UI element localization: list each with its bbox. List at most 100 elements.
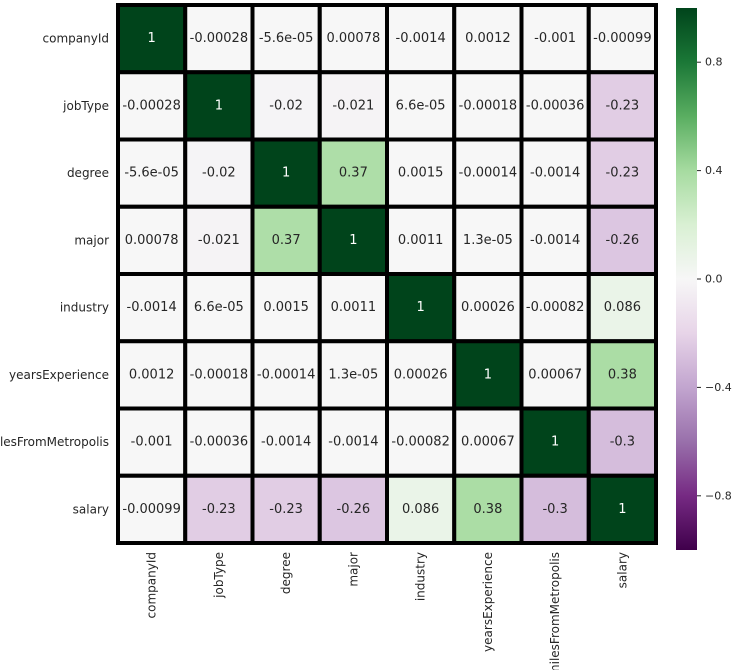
heatmap-cell — [250, 406, 322, 478]
column-tick-label: milesFromMetropolis — [548, 552, 562, 670]
cell-annotation: 1.3e-05 — [328, 367, 378, 382]
column-tick-label: industry — [414, 552, 428, 601]
heatmap-cell — [250, 204, 322, 276]
cell-annotation: -0.0014 — [396, 31, 446, 46]
row-tick-label: yearsExperience — [9, 368, 109, 382]
cell-annotation: 1 — [282, 166, 290, 181]
cell-annotation: 0.0012 — [129, 367, 175, 382]
cell-annotation: -0.26 — [606, 233, 640, 248]
cell-annotation: -0.00014 — [257, 367, 315, 382]
cell-annotation: -5.6e-05 — [259, 31, 314, 46]
heatmap-cell — [586, 3, 658, 75]
cell-annotation: -0.00014 — [459, 166, 517, 181]
cell-annotation: 0.086 — [604, 300, 641, 315]
column-tick-label: salary — [615, 552, 629, 588]
cell-annotation: 1.3e-05 — [463, 233, 513, 248]
heatmap-cells: 1 -0.00028 -5.6e-05 0.00078 -0.0014 0.0012 -0.… — [116, 3, 658, 545]
cell-annotation: 0.0011 — [398, 233, 444, 248]
colorbar-tick-label: 0.4 — [705, 164, 723, 177]
column-tick-label: yearsExperience — [481, 552, 495, 652]
cell-annotation: -0.23 — [202, 502, 236, 517]
row-tick-label: degree — [67, 166, 109, 180]
cell-annotation: 0.37 — [339, 166, 368, 181]
cell-annotation: -0.0014 — [530, 233, 580, 248]
row-tick-label: major — [74, 233, 109, 247]
colorbar-tick-label: −0.8 — [705, 489, 732, 502]
cell-annotation: -0.00028 — [190, 31, 248, 46]
cell-annotation: -0.0014 — [328, 435, 378, 450]
column-tick-labels: companyId jobType degree major industry years… — [145, 552, 630, 670]
cell-annotation: -0.00018 — [459, 98, 517, 113]
cell-annotation: -0.021 — [198, 233, 240, 248]
heatmap-cell — [586, 70, 658, 142]
cell-annotation: -0.00099 — [593, 31, 651, 46]
row-tick-label: companyId — [43, 32, 109, 46]
cell-annotation: -0.00036 — [526, 98, 584, 113]
cell-annotation: 0.37 — [272, 233, 301, 248]
colorbar-tick-label: 0.0 — [705, 273, 723, 286]
colorbar-tick-label: −0.4 — [705, 381, 732, 394]
cell-annotation: -0.3 — [542, 502, 567, 517]
column-tick-label: degree — [279, 552, 293, 594]
row-tick-label: milesFromMetropolis — [0, 435, 109, 449]
cell-annotation: -0.23 — [606, 166, 640, 181]
cell-annotation: -0.02 — [202, 166, 236, 181]
heatmap-cell — [116, 137, 188, 209]
cell-annotation: -0.00028 — [122, 98, 180, 113]
column-tick-label: major — [346, 552, 360, 587]
cell-annotation: -0.0014 — [127, 300, 177, 315]
heatmap-cell — [452, 406, 524, 478]
cell-annotation: -0.001 — [534, 31, 576, 46]
heatmap-cell — [250, 473, 322, 545]
cell-annotation: -0.021 — [332, 98, 374, 113]
cell-annotation: 1 — [147, 31, 155, 46]
cell-annotation: -0.00082 — [526, 300, 584, 315]
column-tick-label: jobType — [212, 552, 226, 599]
heatmap-cell — [317, 137, 389, 209]
cell-annotation: -0.0014 — [261, 435, 311, 450]
heatmap-cell — [519, 137, 591, 209]
heatmap-cell — [519, 204, 591, 276]
cell-annotation: -0.00082 — [391, 435, 449, 450]
cell-annotation: -0.26 — [337, 502, 371, 517]
cell-annotation: 0.00078 — [326, 31, 380, 46]
row-tick-label: salary — [73, 502, 109, 516]
heatmap-cell — [317, 473, 389, 545]
cell-annotation: 0.0011 — [331, 300, 377, 315]
heatmap-cell — [116, 473, 188, 545]
cell-annotation: -0.001 — [131, 435, 173, 450]
cell-annotation: 1 — [551, 435, 559, 450]
cell-annotation: 0.00078 — [125, 233, 179, 248]
heatmap-cell — [586, 406, 658, 478]
heatmap-cell — [452, 473, 524, 545]
cell-annotation: 1 — [416, 300, 424, 315]
row-tick-labels: companyId jobType degree major industry years… — [0, 32, 109, 517]
cell-annotation: 0.00026 — [461, 300, 515, 315]
cell-annotation: 0.086 — [402, 502, 439, 517]
heatmap-cell — [183, 406, 255, 478]
cell-annotation: 0.0012 — [465, 31, 511, 46]
cell-annotation: -0.23 — [606, 98, 640, 113]
cell-annotation: -0.23 — [269, 502, 303, 517]
heatmap-cell — [250, 137, 322, 209]
column-tick-label: companyId — [145, 552, 159, 618]
cell-annotation: 1 — [618, 502, 626, 517]
row-tick-label: jobType — [62, 99, 109, 113]
cell-annotation: 1 — [349, 233, 357, 248]
cell-annotation: 1 — [215, 98, 223, 113]
cell-annotation: 1 — [484, 367, 492, 382]
cell-annotation: -0.3 — [610, 435, 635, 450]
cell-annotation: -5.6e-05 — [124, 166, 179, 181]
colorbar-gradient — [676, 8, 697, 550]
heatmap-cell — [183, 70, 255, 142]
cell-annotation: 0.00067 — [461, 435, 515, 450]
cell-annotation: 6.6e-05 — [194, 300, 244, 315]
colorbar-tick-label: 0.8 — [705, 56, 723, 69]
cell-annotation: -0.02 — [269, 98, 303, 113]
cell-annotation: 0.00067 — [528, 367, 582, 382]
cell-annotation: 0.0015 — [263, 300, 309, 315]
row-tick-label: industry — [60, 301, 109, 315]
heatmap-cell — [586, 339, 658, 411]
cell-annotation: 6.6e-05 — [396, 98, 446, 113]
